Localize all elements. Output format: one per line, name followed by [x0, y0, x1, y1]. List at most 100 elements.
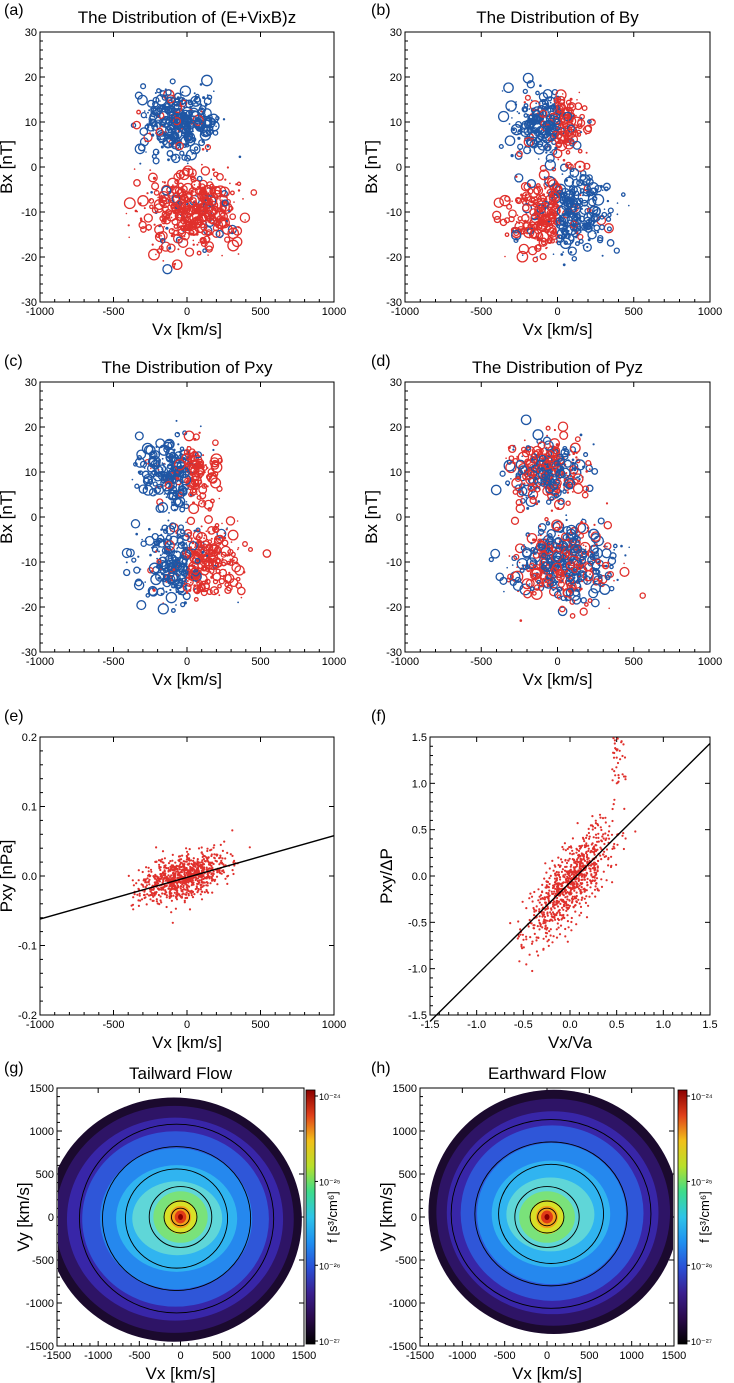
data-point — [161, 457, 164, 460]
data-point — [159, 215, 166, 222]
data-point — [147, 99, 155, 108]
data-point — [536, 140, 544, 148]
data-point — [158, 200, 161, 203]
data-point — [541, 100, 547, 106]
data-point — [203, 877, 206, 880]
data-point — [551, 121, 554, 124]
data-point — [186, 162, 189, 165]
data-point — [206, 145, 210, 148]
data-point — [490, 484, 502, 496]
data-point — [160, 533, 163, 536]
data-point — [237, 548, 239, 551]
data-point — [162, 888, 165, 891]
data-point — [570, 558, 575, 562]
data-point — [499, 194, 511, 207]
data-point — [171, 586, 174, 589]
data-point — [212, 448, 215, 452]
data-point — [176, 211, 184, 219]
data-point — [203, 97, 212, 106]
data-point — [165, 581, 168, 583]
data-point — [208, 867, 211, 870]
data-point — [236, 520, 239, 522]
data-point — [529, 197, 532, 199]
data-point — [197, 206, 207, 217]
data-point — [173, 218, 176, 220]
data-point — [157, 876, 160, 879]
x-tick-label: -500 — [470, 306, 492, 318]
data-point — [142, 885, 145, 888]
data-point — [179, 506, 186, 513]
data-point — [157, 603, 169, 615]
data-point — [226, 851, 229, 855]
data-point — [199, 209, 205, 216]
data-point — [133, 893, 136, 896]
data-point — [138, 202, 142, 206]
data-point — [165, 226, 169, 230]
data-point — [163, 123, 166, 126]
data-point — [220, 228, 223, 231]
data-point — [200, 876, 203, 879]
x-tick-label: -1000 — [391, 306, 419, 318]
data-point — [190, 862, 193, 866]
data-point — [591, 467, 599, 475]
data-point — [178, 860, 181, 863]
data-point — [592, 443, 595, 446]
data-point — [157, 151, 160, 154]
data-point — [206, 849, 209, 853]
data-point — [210, 537, 213, 540]
data-point — [237, 226, 240, 229]
data-point — [589, 219, 591, 222]
data-point — [522, 72, 534, 84]
data-point — [523, 439, 526, 442]
data-point — [226, 527, 228, 529]
data-point — [232, 861, 235, 864]
data-point — [140, 540, 147, 547]
data-point — [159, 877, 162, 881]
data-point — [176, 108, 179, 111]
data-point — [167, 574, 170, 578]
data-point — [580, 597, 587, 604]
data-point — [160, 528, 163, 531]
data-point — [218, 594, 221, 597]
data-point — [593, 545, 595, 547]
data-point — [140, 111, 147, 119]
data-point — [575, 209, 577, 212]
data-point — [227, 218, 230, 221]
data-point — [202, 196, 210, 204]
data-point — [229, 853, 232, 856]
data-point — [552, 115, 560, 123]
data-point — [520, 414, 532, 426]
data-point — [145, 151, 147, 153]
data-point — [143, 890, 146, 893]
data-point — [216, 197, 219, 200]
data-point — [522, 509, 524, 512]
data-point — [148, 198, 155, 204]
data-point — [221, 199, 229, 207]
y-tick-label: -0.1 — [18, 941, 37, 953]
data-point — [179, 885, 183, 888]
data-point — [555, 216, 565, 226]
data-point — [152, 481, 158, 487]
data-point — [203, 203, 205, 205]
data-point — [166, 96, 176, 107]
data-point — [147, 229, 150, 231]
data-point — [140, 83, 147, 90]
data-point — [146, 192, 149, 195]
data-point — [153, 891, 157, 894]
data-point — [134, 91, 143, 100]
data-point — [192, 857, 195, 860]
data-point — [174, 98, 177, 101]
data-point — [174, 114, 176, 117]
data-point — [588, 118, 596, 126]
data-point — [185, 860, 188, 863]
panel-label: (b) — [371, 2, 391, 19]
data-point — [505, 457, 507, 460]
data-point — [189, 118, 193, 121]
data-point — [138, 892, 141, 895]
data-point — [189, 547, 192, 550]
x-axis-label: Vx/Va — [548, 1033, 593, 1052]
data-point — [532, 548, 539, 554]
data-point — [139, 127, 149, 136]
data-point — [538, 213, 546, 222]
data-point — [162, 886, 165, 889]
